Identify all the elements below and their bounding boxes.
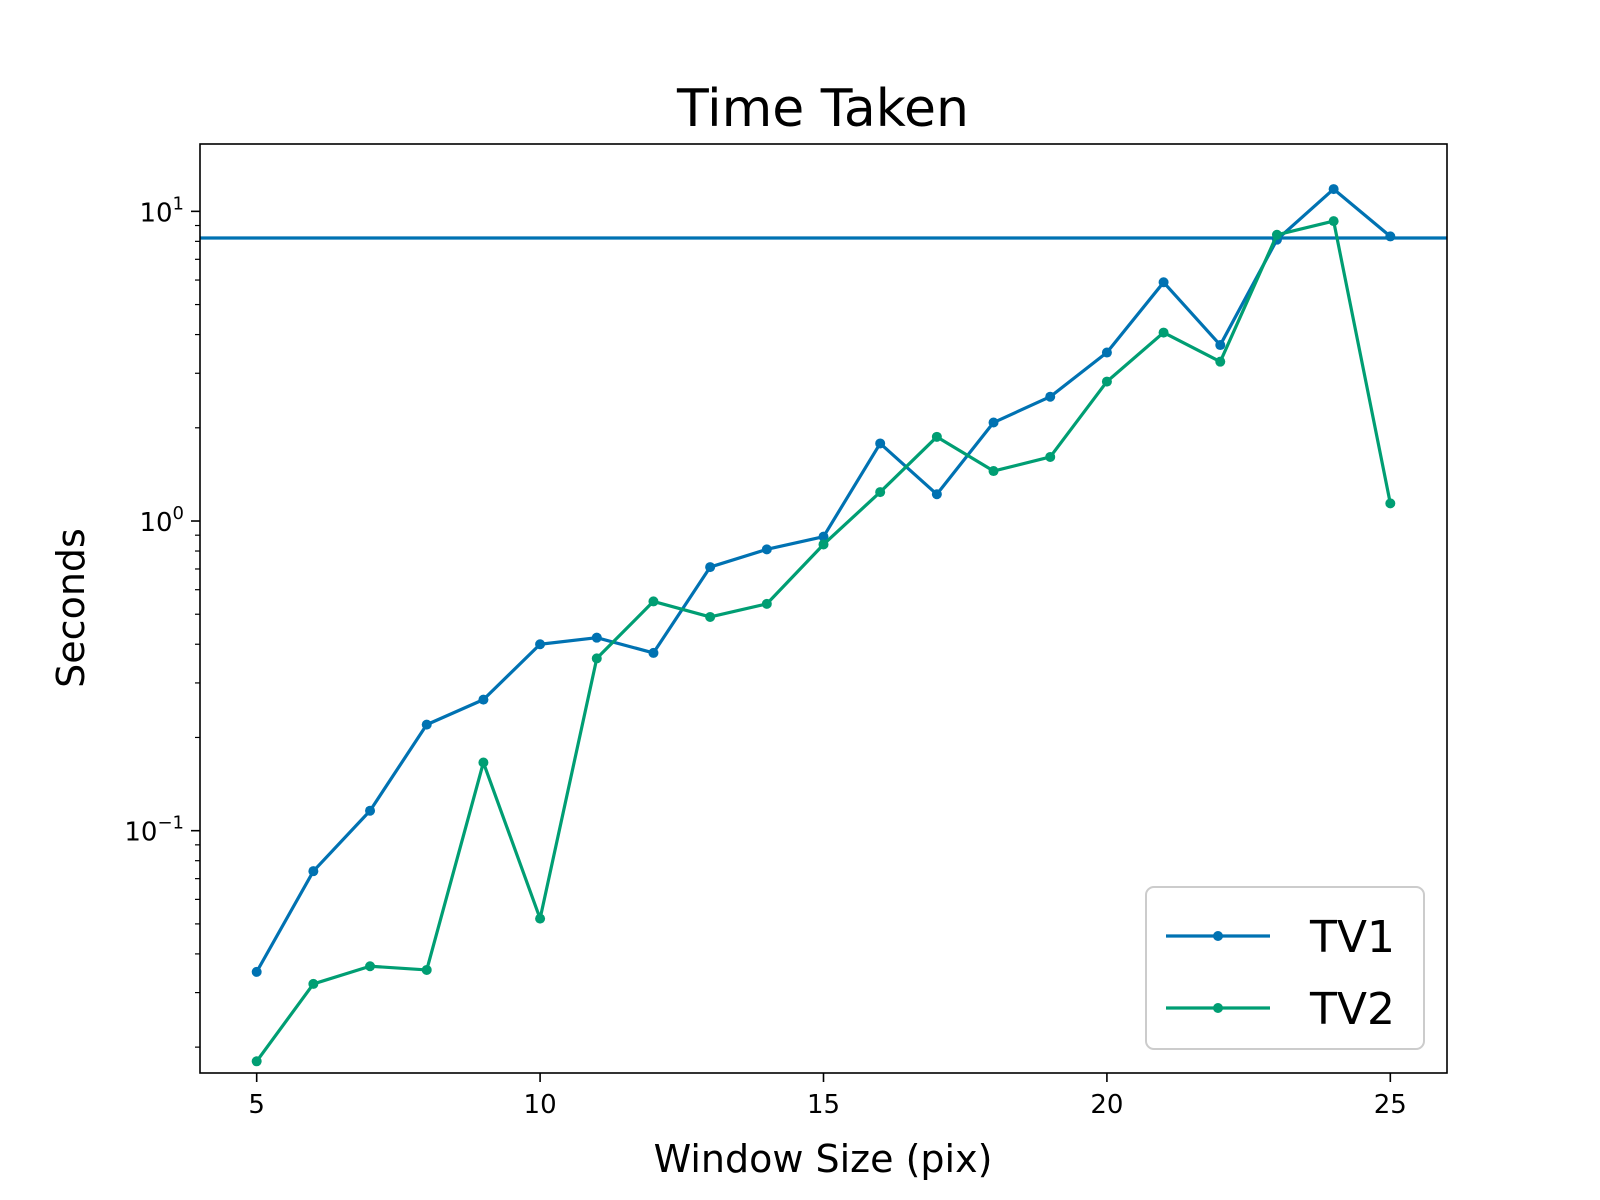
data-point-tv1 bbox=[1101, 347, 1112, 358]
data-point-tv2 bbox=[648, 596, 659, 607]
data-point-tv1 bbox=[761, 544, 772, 555]
data-point-tv2 bbox=[931, 431, 942, 442]
data-point-tv1 bbox=[1158, 277, 1169, 288]
series-tv1 bbox=[251, 184, 1396, 977]
data-point-tv2 bbox=[365, 961, 376, 972]
chart-title: Time Taken bbox=[676, 79, 969, 139]
data-point-tv1 bbox=[365, 805, 376, 816]
data-point-tv2 bbox=[1385, 498, 1396, 509]
series-tv2 bbox=[251, 216, 1396, 1067]
legend-label: TV1 bbox=[1309, 912, 1395, 963]
data-point-tv1 bbox=[1045, 391, 1056, 402]
data-point-tv1 bbox=[1385, 231, 1396, 242]
x-tick-label: 15 bbox=[807, 1090, 840, 1120]
data-point-tv2 bbox=[251, 1056, 262, 1067]
data-point-tv1 bbox=[421, 719, 432, 730]
y-tick-label: 101 bbox=[139, 193, 184, 228]
data-point-tv2 bbox=[1158, 327, 1169, 338]
data-point-tv2 bbox=[421, 964, 432, 975]
y-axis: 101 100 10−1 bbox=[124, 193, 200, 1048]
y-tick-label: 100 bbox=[139, 503, 184, 538]
x-tick-label: 10 bbox=[524, 1090, 557, 1120]
data-point-tv2 bbox=[875, 487, 886, 498]
x-tick-label: 25 bbox=[1374, 1090, 1407, 1120]
legend-swatch-marker bbox=[1213, 1003, 1223, 1013]
data-point-tv2 bbox=[1215, 356, 1226, 367]
y-tick-label: 10−1 bbox=[124, 813, 184, 848]
legend-item-tv2: TV2 bbox=[1166, 984, 1395, 1035]
x-axis-label: Window Size (pix) bbox=[654, 1137, 993, 1181]
series-line-tv1 bbox=[255, 187, 1392, 973]
data-point-tv2 bbox=[535, 913, 546, 924]
data-point-tv1 bbox=[591, 632, 602, 643]
legend-label: TV2 bbox=[1309, 984, 1395, 1035]
data-point-tv2 bbox=[591, 653, 602, 664]
data-point-tv1 bbox=[1328, 184, 1339, 195]
data-point-tv1 bbox=[1215, 340, 1226, 351]
data-point-tv2 bbox=[761, 598, 772, 609]
data-point-tv2 bbox=[308, 978, 319, 989]
series-layer bbox=[251, 184, 1396, 1067]
data-point-tv2 bbox=[818, 539, 829, 550]
data-point-tv1 bbox=[308, 866, 319, 877]
data-point-tv1 bbox=[931, 489, 942, 500]
data-point-tv2 bbox=[988, 466, 999, 477]
legend-swatch-marker bbox=[1213, 931, 1223, 941]
data-point-tv2 bbox=[478, 757, 489, 768]
data-point-tv1 bbox=[818, 531, 829, 542]
y-axis-label: Seconds bbox=[49, 528, 93, 688]
data-point-tv1 bbox=[875, 438, 886, 449]
data-point-tv2 bbox=[1045, 451, 1056, 462]
data-point-tv1 bbox=[988, 417, 999, 428]
x-axis: 5 10 15 20 25 bbox=[248, 1073, 1407, 1120]
data-point-tv1 bbox=[535, 639, 546, 650]
legend-item-tv1: TV1 bbox=[1166, 912, 1395, 963]
data-point-tv2 bbox=[1101, 376, 1112, 387]
data-point-tv1 bbox=[251, 966, 262, 977]
data-point-tv1 bbox=[648, 647, 659, 658]
data-point-tv2 bbox=[705, 611, 716, 622]
x-tick-label: 20 bbox=[1090, 1090, 1123, 1120]
data-point-tv2 bbox=[1328, 216, 1339, 227]
x-tick-label: 5 bbox=[248, 1090, 265, 1120]
data-point-tv1 bbox=[705, 562, 716, 573]
data-point-tv2 bbox=[1271, 229, 1282, 240]
data-point-tv1 bbox=[478, 694, 489, 705]
